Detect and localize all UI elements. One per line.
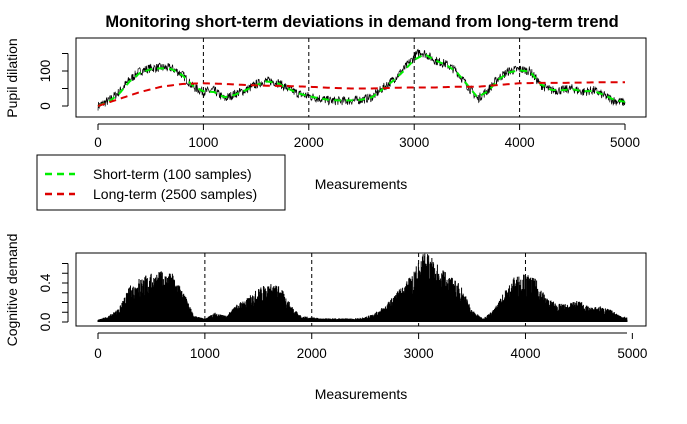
top-x-tick-label: 1000	[188, 135, 218, 150]
bottom-x-tick-label: 1000	[190, 346, 220, 361]
bottom-x-tick-label: 2000	[297, 346, 327, 361]
top-vlines	[202, 38, 521, 117]
legend: Short-term (100 samples) Long-term (2500…	[36, 154, 286, 211]
bottom-x-axis: 0 1000 2000 3000 4000 5000	[94, 332, 647, 361]
bottom-x-label: Measurements	[315, 386, 408, 402]
top-y-axis: 0 100	[38, 53, 69, 110]
series-long-term	[97, 81, 625, 107]
chart-title: Monitoring short-term deviations in dema…	[105, 13, 618, 31]
top-series	[97, 48, 626, 111]
top-x-tick-label: 5000	[610, 135, 640, 150]
bottom-panel: 0 1000 2000 3000 4000 5000 0.0 0.4 Measurement…	[4, 234, 647, 402]
bottom-y-tick-label: 0.4	[38, 273, 53, 292]
series-short-term	[97, 53, 626, 107]
legend-box	[36, 154, 286, 211]
bottom-y-tick-label: 0.0	[38, 313, 53, 332]
legend-label-long-term: Long-term (2500 samples)	[93, 186, 257, 202]
series-cognitive-demand	[97, 253, 628, 322]
bottom-x-tick-label: 3000	[404, 346, 434, 361]
series-raw-pupil-dilation	[97, 48, 626, 111]
top-y-label: Pupil dilation	[4, 38, 20, 117]
bottom-y-axis: 0.0 0.4	[38, 263, 69, 332]
top-x-axis: 0 1000 2000 3000 4000 5000	[94, 123, 640, 150]
top-x-tick-label: 2000	[294, 135, 324, 150]
top-y-tick-label: 100	[38, 60, 53, 83]
legend-label-short-term: Short-term (100 samples)	[93, 166, 252, 182]
top-x-tick-label: 0	[94, 135, 102, 150]
top-x-label: Measurements	[315, 176, 408, 192]
bottom-x-tick-label: 5000	[617, 346, 647, 361]
top-x-tick-label: 3000	[399, 135, 429, 150]
top-plot-frame	[75, 37, 647, 118]
bottom-plot-frame	[75, 252, 647, 327]
top-y-tick-label: 0	[38, 102, 53, 110]
top-x-tick-label: 4000	[505, 135, 535, 150]
bottom-series	[97, 253, 628, 322]
bottom-x-tick-label: 0	[94, 346, 102, 361]
bottom-x-tick-label: 4000	[510, 346, 540, 361]
bottom-y-label: Cognitive demand	[4, 234, 20, 347]
